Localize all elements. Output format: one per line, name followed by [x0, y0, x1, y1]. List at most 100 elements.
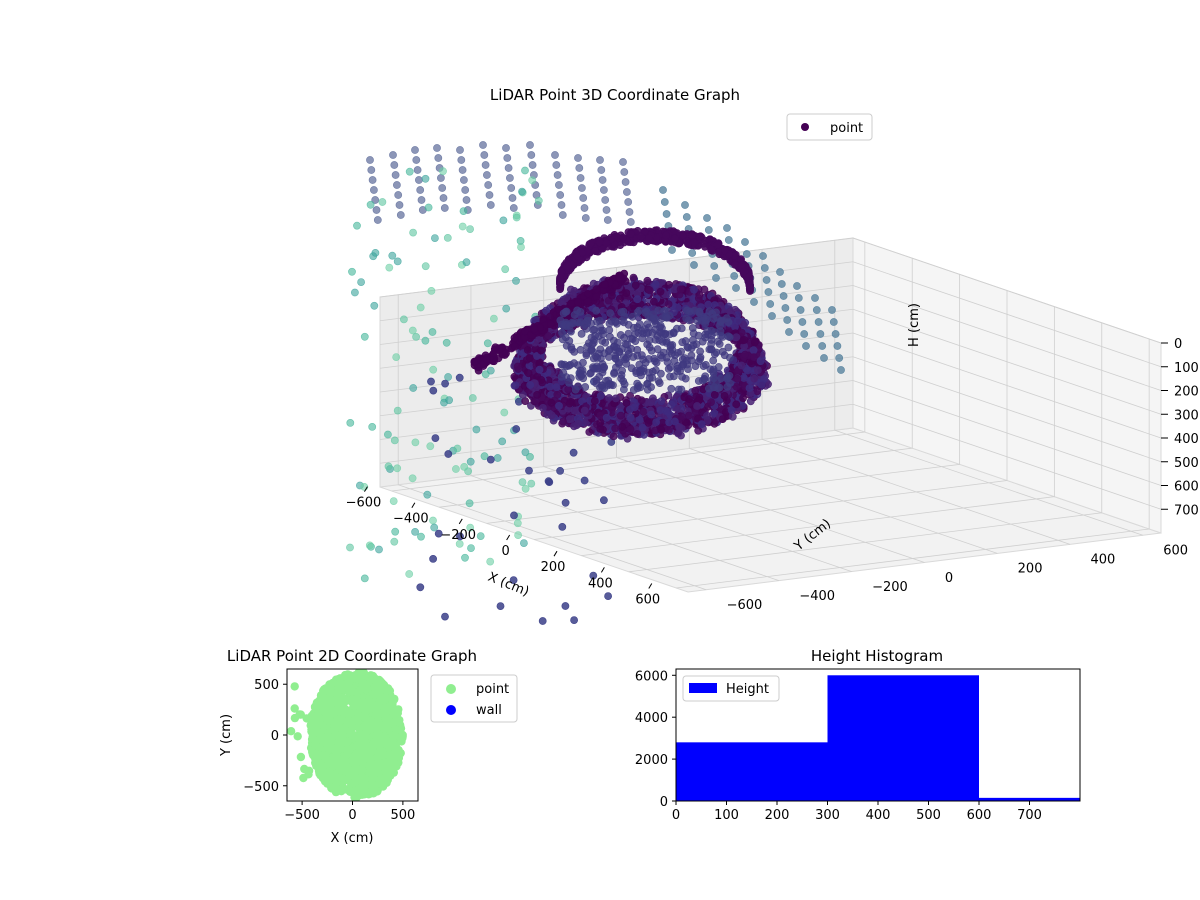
chart-3d-point: [412, 156, 421, 164]
chart-3d-point: [615, 274, 624, 282]
chart-3d-point: [555, 401, 563, 410]
chart-3d-point: [392, 353, 401, 361]
chart-3d-point: [600, 280, 609, 289]
chart-3d-point: [547, 411, 556, 420]
chart-3d-point: [709, 369, 718, 377]
chart-3d-z-tick-label: 700: [1174, 503, 1199, 518]
chart-3d-point: [740, 336, 749, 344]
chart-3d-point: [558, 523, 567, 531]
chart-3d-point: [828, 306, 836, 314]
chart-3d-point: [533, 390, 541, 399]
chart-3d-point: [618, 422, 627, 431]
chart-3d-x-tick-label: 200: [541, 560, 566, 575]
chart-3d-point: [643, 276, 652, 285]
chart-3d-point: [409, 228, 417, 237]
chart-3d-point: [385, 263, 394, 272]
chart-3d-point: [768, 312, 776, 320]
chart-3d-x-tick-mark: [600, 567, 605, 573]
chart-3d-point: [685, 411, 693, 420]
chart-3d-x-label: X (cm): [486, 570, 531, 600]
chart-3d-point: [610, 230, 619, 239]
chart-3d-point: [664, 364, 673, 373]
chart-3d-point: [421, 174, 430, 183]
chart-3d-point: [602, 206, 611, 214]
chart-3d-point: [732, 284, 740, 292]
chart-3d-point: [510, 333, 519, 342]
chart-3d-x-tick-mark: [411, 502, 416, 508]
chart-3d-point: [647, 410, 656, 419]
chart-3d-point: [421, 336, 430, 345]
chart-3d-point: [459, 176, 468, 184]
chart-3d-gridline-z: [379, 380, 1162, 486]
chart-3d-point: [619, 158, 627, 166]
chart-3d-point: [383, 430, 392, 439]
chart-3d-point: [430, 523, 439, 532]
chart-3d-y-tick-label: 400: [1090, 553, 1115, 568]
chart-3d-point: [617, 374, 625, 383]
chart-3d-point: [429, 555, 437, 563]
chart-3d-point: [753, 387, 762, 396]
chart-3d-point: [589, 571, 598, 580]
chart-3d-point: [513, 362, 522, 371]
chart-3d-point: [480, 151, 489, 159]
chart-3d-point: [796, 306, 805, 314]
chart-3d-point: [427, 377, 435, 386]
chart-3d-point: [457, 156, 466, 164]
chart-3d-point: [416, 186, 425, 194]
chart-3d-point: [393, 257, 402, 266]
chart-3d-point: [798, 318, 807, 326]
chart-3d-point: [455, 540, 464, 548]
chart-3d-point: [564, 385, 573, 394]
chart-3d-point: [427, 286, 436, 295]
chart-3d-point: [551, 151, 559, 159]
chart-3d-z-tick-label: 400: [1174, 432, 1199, 447]
chart-3d-gridline-x: [628, 322, 1103, 573]
chart-3d-point: [558, 211, 567, 219]
chart-3d-point: [750, 298, 758, 306]
chart-3d-point: [368, 422, 377, 431]
chart-3d-point: [665, 280, 673, 289]
chart-3d-point: [392, 181, 401, 189]
chart-3d-point: [732, 333, 741, 342]
chart-3d-point: [602, 413, 611, 422]
chart-3d-point: [679, 231, 687, 240]
chart-3d-points: [346, 141, 845, 625]
chart-3d-point: [526, 452, 534, 461]
chart-3d-point: [569, 448, 578, 457]
chart-3d-point: [360, 574, 369, 583]
chart-3d-point: [369, 186, 378, 194]
chart-3d-point: [476, 532, 485, 540]
chart-3d-point: [598, 176, 607, 184]
chart-3d-point: [567, 299, 575, 308]
chart-3d-point: [489, 349, 498, 358]
chart-3d-point: [654, 306, 663, 315]
chart-3d-point: [542, 306, 550, 315]
chart-3d-legend-label: point: [830, 121, 863, 136]
chart-3d-point: [733, 374, 742, 383]
chart-3d-point: [408, 326, 417, 335]
chart-3d-x-tick-mark: [458, 518, 463, 525]
chart-3d-x-tick-mark: [506, 534, 511, 541]
chart-3d-point: [676, 367, 684, 375]
chart-3d-gridline-x: [486, 274, 961, 524]
chart-3d-point: [479, 141, 487, 149]
chart-3d-point: [579, 358, 587, 367]
chart-3d-point: [800, 330, 809, 338]
chart-3d-point: [720, 246, 729, 255]
chart-3d-x-tick-label: 0: [501, 544, 509, 559]
chart-3d-point: [628, 312, 637, 321]
chart-3d-point: [414, 176, 423, 184]
chart-3d-point: [633, 295, 642, 304]
chart-3d-point: [689, 329, 698, 338]
chart-3d-point: [611, 394, 620, 403]
chart-3d-point: [502, 144, 510, 152]
chart-3d-point: [732, 382, 741, 391]
chart-3d-point: [688, 249, 697, 257]
chart-3d-point: [480, 452, 489, 461]
chart-3d-point: [461, 186, 470, 194]
chart-3d-point: [366, 156, 374, 164]
chart-3d-point: [605, 353, 613, 361]
chart-3d-point: [749, 346, 758, 355]
chart-2d-title: LiDAR Point 2D Coordinate Graph: [227, 647, 477, 665]
chart-3d-point: [707, 376, 716, 385]
